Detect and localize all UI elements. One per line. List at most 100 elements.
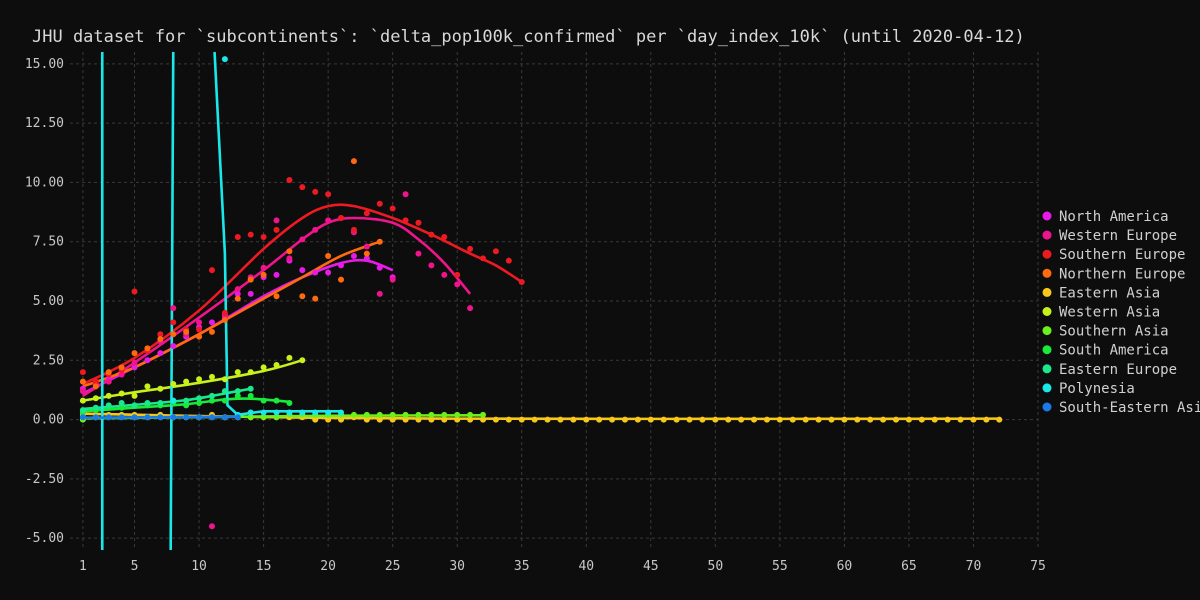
x-tick-label: 30: [449, 559, 465, 574]
data-point-northern-europe: [376, 238, 383, 245]
legend-marker: [1042, 326, 1052, 336]
data-point-south-america: [208, 397, 215, 404]
data-point-eastern-europe: [196, 395, 203, 402]
data-point-western-asia: [273, 362, 280, 369]
data-point-western-europe: [402, 191, 409, 198]
data-point-south-eastern-asia: [196, 414, 203, 421]
data-point-northern-europe: [157, 335, 164, 342]
data-point-western-asia: [286, 354, 293, 361]
data-point-eastern-asia: [544, 416, 551, 423]
data-point-northern-europe: [105, 369, 112, 376]
data-point-southern-europe: [157, 331, 164, 338]
axis-ticks: 1 5 10 15 20 25 30 35 40 45 50 55 60 65 70 75-5.00-2.50…: [25, 57, 1046, 574]
data-point-eastern-asia: [596, 416, 603, 423]
data-point-northern-europe: [92, 383, 99, 390]
data-point-north-america: [170, 343, 177, 350]
x-tick-label: 1: [79, 559, 87, 574]
x-tick-label: 5: [131, 559, 139, 574]
data-point-north-america: [131, 364, 138, 371]
data-point-north-america: [376, 264, 383, 271]
data-point-eastern-europe: [144, 399, 151, 406]
y-tick-label: -5.00: [25, 531, 64, 546]
data-point-northern-europe: [234, 295, 241, 302]
legend: North America Western Europe Southern Euro…: [1042, 209, 1200, 416]
data-point-southern-europe: [312, 188, 319, 195]
data-point-eastern-asia: [505, 416, 512, 423]
data-point-southern-asia: [247, 414, 254, 421]
data-point-western-europe: [363, 243, 370, 250]
data-point-southern-europe: [480, 255, 487, 262]
data-point-southern-europe: [208, 267, 215, 274]
data-point-south-eastern-asia: [221, 414, 228, 421]
data-point-northern-europe: [196, 333, 203, 340]
legend-marker: [1042, 364, 1052, 374]
data-point-southern-europe: [299, 184, 306, 191]
data-point-eastern-asia: [480, 416, 487, 423]
data-point-southern-europe: [389, 205, 396, 212]
data-point-eastern-asia: [583, 416, 590, 423]
data-point-south-eastern-asia: [92, 414, 99, 421]
trend-line-polynesia: [169, 51, 175, 550]
data-point-north-america: [157, 350, 164, 357]
legend-label: Western Europe: [1059, 228, 1177, 244]
data-point-southern-asia: [363, 411, 370, 418]
data-point-polynesia: [273, 409, 280, 416]
data-point-eastern-asia: [983, 416, 990, 423]
data-point-northern-europe: [183, 328, 190, 335]
data-point-western-asia: [170, 381, 177, 387]
legend-label: South America: [1059, 343, 1169, 359]
data-point-south-america: [260, 397, 267, 404]
data-point-western-asia: [157, 385, 164, 392]
legend-label: Southern Asia: [1059, 324, 1169, 340]
data-point-southern-europe: [441, 233, 448, 240]
legend-marker: [1042, 402, 1052, 412]
data-point-western-europe: [118, 371, 125, 378]
data-point-western-europe: [234, 286, 241, 293]
data-point-western-europe: [208, 523, 215, 530]
data-point-southern-europe: [234, 233, 241, 240]
data-point-northern-europe: [208, 328, 215, 335]
y-tick-label: 10.00: [25, 175, 64, 190]
data-point-western-europe: [131, 359, 138, 366]
data-point-eastern-europe: [183, 397, 190, 404]
data-point-eastern-asia: [402, 416, 409, 423]
data-point-northern-europe: [312, 295, 319, 302]
data-point-eastern-asia: [763, 416, 770, 423]
data-point-northern-europe: [363, 250, 370, 257]
data-point-eastern-asia: [867, 416, 874, 423]
data-point-eastern-asia: [415, 416, 422, 423]
data-point-western-europe: [415, 250, 422, 257]
data-point-western-asia: [118, 390, 125, 397]
data-point-southern-europe: [170, 319, 177, 326]
data-point-south-eastern-asia: [144, 414, 151, 421]
data-points: [79, 56, 1003, 530]
data-point-eastern-asia: [854, 416, 861, 423]
y-tick-label: 15.00: [25, 57, 64, 72]
data-point-north-america: [325, 269, 332, 276]
data-point-southern-asia: [350, 411, 357, 418]
data-point-eastern-asia: [389, 416, 396, 423]
data-point-western-europe: [428, 262, 435, 269]
data-point-western-europe: [376, 290, 383, 297]
data-point-south-eastern-asia: [183, 414, 190, 421]
data-point-southern-asia: [467, 411, 474, 418]
data-point-western-europe: [260, 264, 267, 271]
data-point-south-america: [247, 392, 254, 399]
data-point-eastern-asia: [621, 416, 628, 423]
data-point-northern-europe: [273, 293, 280, 300]
data-point-western-asia: [79, 397, 86, 404]
data-point-eastern-asia: [518, 416, 525, 423]
data-point-southern-europe: [363, 210, 370, 217]
data-point-southern-europe: [402, 217, 409, 224]
data-point-southern-asia: [260, 414, 267, 421]
data-point-north-america: [338, 262, 345, 269]
data-point-eastern-europe: [131, 402, 138, 409]
data-point-southern-europe: [428, 231, 435, 238]
data-point-south-eastern-asia: [118, 414, 125, 421]
data-point-polynesia: [286, 409, 293, 416]
data-point-eastern-asia: [634, 416, 641, 423]
data-point-western-europe: [299, 236, 306, 243]
data-point-western-asia: [221, 376, 228, 383]
data-point-eastern-europe: [92, 404, 99, 411]
